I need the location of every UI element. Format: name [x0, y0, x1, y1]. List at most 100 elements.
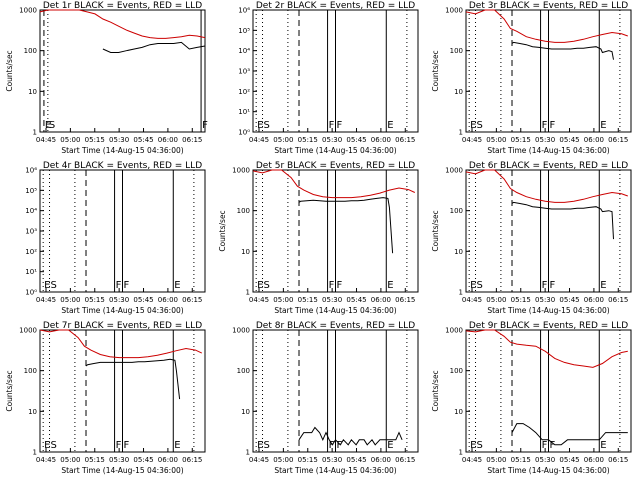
x-tick-label: 05:30	[535, 136, 555, 144]
x-tick-label: 04:45	[36, 136, 56, 144]
y-tick-label: 10⁵	[238, 27, 250, 35]
x-tick-label: 05:00	[60, 456, 80, 464]
chart-panel: Det 7r BLACK = Events, RED = LLD Start Ti…	[0, 320, 213, 480]
chart-svg: Det 2r BLACK = Events, RED = LLD Start Ti…	[238, 1, 419, 155]
x-tick-label: 06:00	[584, 136, 604, 144]
chart-title: Det 5r BLACK = Events, RED = LLD	[256, 161, 415, 171]
x-tick-label: 05:15	[85, 296, 105, 304]
x-tick-label: 04:45	[462, 456, 482, 464]
event-marker-label: F	[550, 120, 556, 131]
y-axis-label: Counts/sec	[218, 210, 227, 251]
event-marker-label: E	[470, 120, 476, 131]
x-tick-label: 04:45	[36, 296, 56, 304]
x-tick-label: 06:00	[371, 456, 391, 464]
y-tick-label: 10⁴	[238, 47, 250, 55]
x-axis-label: Start Time (14-Aug-15 04:36:00)	[61, 306, 183, 315]
series-line	[39, 329, 203, 359]
event-marker-label: S	[49, 120, 55, 131]
chart-panel: Det 9r BLACK = Events, RED = LLD Start Ti…	[426, 320, 639, 480]
y-tick-label: 100	[450, 367, 463, 375]
event-marker-label: F	[124, 440, 130, 451]
x-tick-label: 05:45	[346, 136, 366, 144]
x-axis-label: Start Time (14-Aug-15 04:36:00)	[487, 306, 609, 315]
x-tick-label: 05:15	[511, 296, 531, 304]
event-marker-label: F	[337, 440, 343, 451]
x-tick-label: 05:45	[346, 456, 366, 464]
x-tick-label: 06:15	[395, 456, 415, 464]
event-marker-label: F	[550, 280, 556, 291]
event-marker-label: E	[600, 120, 606, 131]
event-marker-label: F	[337, 120, 343, 131]
x-tick-label: 05:45	[133, 456, 153, 464]
x-tick-label: 05:00	[273, 136, 293, 144]
y-tick-label: 10⁵	[25, 187, 37, 195]
x-tick-label: 06:15	[395, 136, 415, 144]
x-tick-label: 05:00	[273, 296, 293, 304]
event-marker-label: E	[600, 440, 606, 451]
event-marker-label: F	[329, 280, 335, 291]
y-tick-label: 10⁶	[25, 167, 37, 175]
series-line	[252, 169, 416, 199]
event-marker-label: F	[542, 440, 548, 451]
event-marker-label: E	[257, 120, 263, 131]
event-marker-label: E	[45, 120, 51, 131]
x-tick-label: 04:45	[249, 456, 269, 464]
event-marker-label: F	[124, 280, 130, 291]
x-tick-label: 06:15	[608, 136, 628, 144]
event-marker-label: E	[44, 440, 50, 451]
y-tick-label: 100	[24, 47, 37, 55]
x-tick-label: 04:45	[36, 456, 56, 464]
y-tick-label: 10¹	[25, 268, 37, 276]
y-tick-label: 10⁰	[238, 129, 250, 137]
x-tick-label: 05:30	[109, 456, 129, 464]
y-axis-label: Counts/sec	[431, 370, 440, 411]
y-tick-label: 1	[246, 449, 250, 457]
x-tick-label: 05:15	[298, 136, 318, 144]
x-tick-label: 06:00	[371, 136, 391, 144]
y-tick-label: 10¹	[238, 108, 250, 116]
chart-panel: Det 6r BLACK = Events, RED = LLD Start Ti…	[426, 160, 639, 320]
y-axis-label: Counts/sec	[431, 50, 440, 91]
series-line	[511, 201, 614, 240]
y-tick-label: 10⁰	[25, 289, 37, 297]
x-tick-label: 05:00	[273, 456, 293, 464]
chart-title: Det 7r BLACK = Events, RED = LLD	[43, 321, 202, 331]
x-axis-label: Start Time (14-Aug-15 04:36:00)	[61, 466, 183, 475]
x-tick-label: 05:15	[298, 456, 318, 464]
x-tick-label: 06:15	[395, 296, 415, 304]
y-tick-label: 1000	[232, 167, 250, 175]
x-tick-label: 04:45	[462, 136, 482, 144]
series-line	[85, 358, 181, 400]
event-marker-label: S	[477, 440, 483, 451]
chart-panel: Det 8r BLACK = Events, RED = LLD Start Ti…	[213, 320, 426, 480]
chart-svg: Det 1r BLACK = Events, RED = LLD Start Ti…	[5, 1, 208, 155]
series-line	[102, 41, 206, 53]
event-marker-label: E	[387, 120, 393, 131]
series-line	[465, 329, 628, 368]
event-marker-label: F	[337, 280, 343, 291]
x-tick-label: 05:30	[535, 456, 555, 464]
y-tick-label: 10³	[25, 228, 37, 236]
event-marker-label: S	[51, 440, 57, 451]
x-axis-label: Start Time (14-Aug-15 04:36:00)	[61, 146, 183, 155]
x-tick-label: 05:00	[60, 136, 80, 144]
event-marker-label: E	[470, 440, 476, 451]
y-tick-label: 1	[246, 289, 250, 297]
x-tick-label: 04:45	[249, 296, 269, 304]
x-axis-label: Start Time (14-Aug-15 04:36:00)	[274, 306, 396, 315]
event-marker-label: F	[202, 120, 208, 131]
y-axis-label: Counts/sec	[431, 210, 440, 251]
x-tick-label: 05:45	[133, 296, 153, 304]
y-tick-label: 1	[459, 449, 463, 457]
x-tick-label: 06:00	[584, 456, 604, 464]
y-tick-label: 1	[33, 449, 37, 457]
x-axis-label: Start Time (14-Aug-15 04:36:00)	[487, 146, 609, 155]
chart-title: Det 1r BLACK = Events, RED = LLD	[43, 1, 202, 11]
event-marker-label: F	[542, 120, 548, 131]
chart-panel: Det 5r BLACK = Events, RED = LLD Start Ti…	[213, 160, 426, 320]
y-tick-label: 10	[454, 88, 463, 96]
y-tick-label: 1000	[232, 327, 250, 335]
event-marker-label: E	[600, 280, 606, 291]
x-axis-label: Start Time (14-Aug-15 04:36:00)	[274, 146, 396, 155]
x-tick-label: 05:15	[298, 296, 318, 304]
